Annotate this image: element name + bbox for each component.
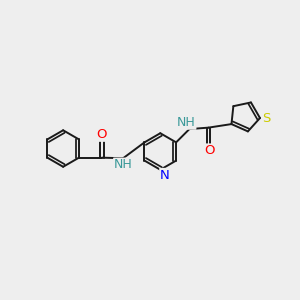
Text: O: O xyxy=(205,144,215,157)
Text: N: N xyxy=(160,169,169,182)
Text: S: S xyxy=(262,112,270,124)
Text: O: O xyxy=(97,128,107,141)
Text: NH: NH xyxy=(114,158,133,171)
Text: NH: NH xyxy=(177,116,196,129)
